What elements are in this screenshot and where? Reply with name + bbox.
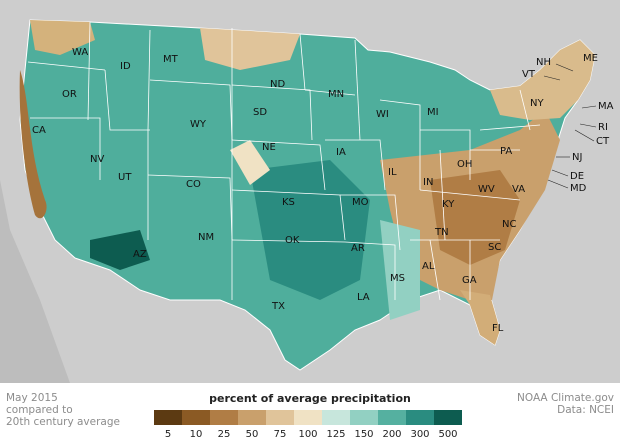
state-label-nc: NC xyxy=(502,219,517,230)
dry-region-washington xyxy=(30,20,95,55)
legend-title: percent of average precipitation xyxy=(209,392,411,405)
legend-tick-labels: 5 10 25 50 75 100 125 150 200 300 500 xyxy=(154,429,462,443)
state-label-al: AL xyxy=(422,261,435,272)
state-label-mi: MI xyxy=(427,107,439,118)
state-label-ca: CA xyxy=(32,125,46,136)
state-label-az: AZ xyxy=(133,249,147,260)
state-label-ct: CT xyxy=(596,136,610,147)
legend-tick-10: 500 xyxy=(438,429,458,440)
dry-region-florida xyxy=(460,290,500,345)
state-label-de: DE xyxy=(570,171,585,182)
state-label-fl: FL xyxy=(492,323,504,334)
state-label-ne: NE xyxy=(262,142,276,153)
dry-region-california xyxy=(19,70,47,219)
state-label-sc: SC xyxy=(488,242,502,253)
state-label-nh: NH xyxy=(536,57,551,68)
state-label-mn: MN xyxy=(328,89,345,100)
state-label-il: IL xyxy=(388,167,397,178)
map-graphic xyxy=(0,0,596,383)
legend-tick-9: 300 xyxy=(410,429,430,440)
legend-tick-0: 5 xyxy=(164,429,172,440)
legend-swatch-2 xyxy=(210,410,238,425)
state-label-oh: OH xyxy=(457,159,473,170)
state-label-va: VA xyxy=(512,184,526,195)
state-label-wa: WA xyxy=(72,47,89,58)
state-label-ms: MS xyxy=(390,273,405,284)
credit-caption: NOAA Climate.gov Data: NCEI xyxy=(474,392,614,416)
legend-swatch-8 xyxy=(378,410,406,425)
state-label-ok: OK xyxy=(285,235,300,246)
legend-tick-4: 75 xyxy=(273,429,287,440)
state-label-ny: NY xyxy=(530,98,544,109)
state-label-nd: ND xyxy=(270,79,286,90)
legend-tick-5: 100 xyxy=(298,429,318,440)
legend-swatch-5 xyxy=(294,410,322,425)
state-label-ky: KY xyxy=(442,199,455,210)
state-label-wi: WI xyxy=(376,109,389,120)
state-label-ma: MA xyxy=(598,101,614,112)
state-label-la: LA xyxy=(357,292,370,303)
credit-line-data: Data: NCEI xyxy=(557,404,614,416)
state-label-tn: TN xyxy=(435,227,449,238)
state-label-nm: NM xyxy=(198,232,215,243)
very-dry-region-appalachia xyxy=(430,170,520,265)
state-label-tx: TX xyxy=(272,301,285,312)
state-label-me: ME xyxy=(583,53,598,64)
very-wet-region-arizona xyxy=(90,230,150,270)
date-caption: May 2015 compared to 20th century averag… xyxy=(6,392,126,428)
legend-tick-6: 125 xyxy=(326,429,346,440)
legend-tick-3: 50 xyxy=(245,429,259,440)
state-label-in: IN xyxy=(423,177,434,188)
state-label-ri: RI xyxy=(598,122,608,133)
legend-swatch-10 xyxy=(434,410,462,425)
legend-color-bar xyxy=(154,410,462,425)
state-label-nj: NJ xyxy=(572,152,583,163)
precipitation-map: WA OR CA ID NV MT WY UT AZ CO NM ND SD N… xyxy=(0,0,614,383)
state-label-md: MD xyxy=(570,183,587,194)
legend-swatch-9 xyxy=(406,410,434,425)
date-line-baseline: 20th century average xyxy=(6,416,120,428)
legend-tick-7: 150 xyxy=(354,429,374,440)
legend-swatch-4 xyxy=(266,410,294,425)
dry-region-montana xyxy=(200,28,300,70)
legend-swatch-6 xyxy=(322,410,350,425)
dry-region-northeast xyxy=(490,40,595,120)
state-label-co: CO xyxy=(186,179,201,190)
state-label-mt: MT xyxy=(163,54,178,65)
state-label-mo: MO xyxy=(352,197,369,208)
legend-swatch-7 xyxy=(350,410,378,425)
legend-tick-2: 25 xyxy=(217,429,231,440)
state-borders xyxy=(27,21,541,301)
state-label-id: ID xyxy=(120,61,131,72)
state-label-vt: VT xyxy=(522,69,535,80)
state-label-ia: IA xyxy=(336,147,346,158)
date-line-compared: compared to xyxy=(6,404,73,416)
date-line-month: May 2015 xyxy=(6,392,58,404)
legend-tick-8: 200 xyxy=(382,429,402,440)
state-label-or: OR xyxy=(62,89,77,100)
state-label-ks: KS xyxy=(282,197,295,208)
state-label-wy: WY xyxy=(190,119,206,130)
state-label-wv: WV xyxy=(478,184,495,195)
state-label-nv: NV xyxy=(90,154,105,165)
state-label-pa: PA xyxy=(500,146,513,157)
state-label-ar: AR xyxy=(351,243,365,254)
credit-line-source: NOAA Climate.gov xyxy=(517,392,614,404)
pacific-ocean xyxy=(0,0,70,383)
state-label-ut: UT xyxy=(118,172,132,183)
legend-tick-1: 10 xyxy=(189,429,203,440)
state-label-ga: GA xyxy=(462,275,477,286)
legend-swatch-3 xyxy=(238,410,266,425)
legend-swatch-1 xyxy=(182,410,210,425)
state-label-sd: SD xyxy=(253,107,268,118)
near-average-region-nebraska xyxy=(230,140,270,185)
legend-swatch-0 xyxy=(154,410,182,425)
